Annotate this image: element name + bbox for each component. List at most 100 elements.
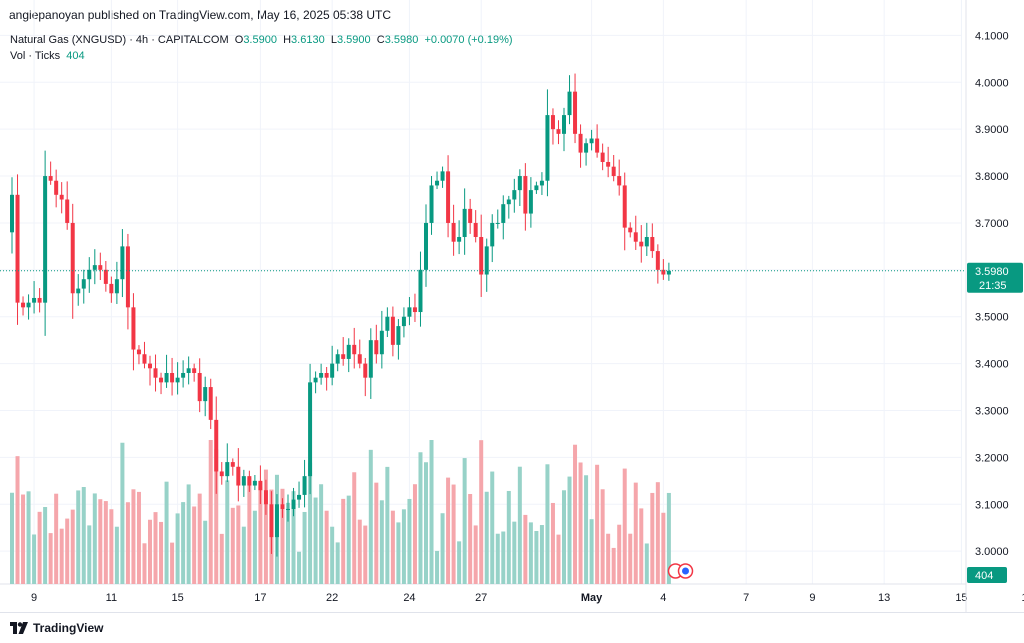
candle-body[interactable] <box>611 166 616 177</box>
candle-body[interactable] <box>65 199 70 223</box>
candle-body[interactable] <box>98 265 103 270</box>
candle-body[interactable] <box>622 185 627 228</box>
candle-body[interactable] <box>473 222 478 238</box>
candle-body[interactable] <box>396 326 401 345</box>
candle-body[interactable] <box>628 227 633 233</box>
candle-body[interactable] <box>313 377 318 383</box>
candle-body[interactable] <box>159 377 164 383</box>
candle-body[interactable] <box>247 476 252 486</box>
candle-body[interactable] <box>302 476 307 495</box>
candle-body[interactable] <box>562 115 566 134</box>
candle-body[interactable] <box>153 368 158 378</box>
candle-body[interactable] <box>650 237 655 252</box>
candle-body[interactable] <box>600 152 605 162</box>
candle-body[interactable] <box>335 354 340 364</box>
candle-body[interactable] <box>286 508 290 510</box>
candle-body[interactable] <box>114 279 119 294</box>
candle-body[interactable] <box>197 372 202 402</box>
candle-body[interactable] <box>280 504 285 509</box>
candle-body[interactable] <box>451 222 456 242</box>
candle-body[interactable] <box>468 208 473 223</box>
candle-body[interactable] <box>346 344 351 359</box>
candle-body[interactable] <box>32 297 37 303</box>
candle-body[interactable] <box>418 269 423 313</box>
candle-body[interactable] <box>148 363 152 369</box>
candle-body[interactable] <box>10 194 14 233</box>
candle-body[interactable] <box>633 232 638 242</box>
candle-body[interactable] <box>230 462 235 467</box>
last-price-tag[interactable] <box>967 262 1023 293</box>
candle-body[interactable] <box>495 222 500 224</box>
candle-body[interactable] <box>203 387 208 402</box>
candle-body[interactable] <box>655 251 660 270</box>
candle-body[interactable] <box>54 180 59 195</box>
candle-body[interactable] <box>225 462 230 477</box>
candle-body[interactable] <box>357 354 362 364</box>
candle-body[interactable] <box>125 246 130 308</box>
candle-body[interactable] <box>595 138 600 153</box>
candle-body[interactable] <box>517 176 522 191</box>
candle-body[interactable] <box>545 115 550 181</box>
candle-body[interactable] <box>241 476 246 486</box>
candle-body[interactable] <box>368 340 373 378</box>
symbol-title[interactable]: Natural Gas (XNGUSD) · 4h · CAPITALCOM <box>10 34 229 46</box>
candle-body[interactable] <box>506 199 511 205</box>
candle-body[interactable] <box>142 354 147 364</box>
candle-body[interactable] <box>308 382 313 477</box>
candle-body[interactable] <box>534 185 539 191</box>
candle-body[interactable] <box>379 330 384 355</box>
candle-body[interactable] <box>170 372 175 383</box>
candle-body[interactable] <box>385 316 390 331</box>
candle-body[interactable] <box>363 363 368 378</box>
candle-body[interactable] <box>131 307 136 350</box>
candle-body[interactable] <box>87 269 92 280</box>
candle-body[interactable] <box>236 466 241 486</box>
candle-body[interactable] <box>462 208 467 238</box>
candle-body[interactable] <box>76 288 81 294</box>
candle-body[interactable] <box>208 387 213 420</box>
candle-body[interactable] <box>274 504 279 538</box>
candle-body[interactable] <box>43 176 48 303</box>
candle-body[interactable] <box>26 302 31 308</box>
candle-body[interactable] <box>291 499 296 509</box>
candle-body[interactable] <box>523 176 528 214</box>
candle-body[interactable] <box>539 180 544 186</box>
candle-body[interactable] <box>330 363 335 378</box>
candle-body[interactable] <box>606 161 611 167</box>
candle-body[interactable] <box>81 279 86 289</box>
candle-body[interactable] <box>556 129 561 134</box>
candle-body[interactable] <box>435 180 440 186</box>
candle-body[interactable] <box>589 138 594 144</box>
candle-body[interactable] <box>617 176 622 186</box>
candle-body[interactable] <box>59 194 64 200</box>
candle-body[interactable] <box>374 340 379 355</box>
candle-body[interactable] <box>15 194 20 303</box>
candle-body[interactable] <box>297 494 302 500</box>
candle-body[interactable] <box>407 307 412 317</box>
candle-body[interactable] <box>490 222 495 247</box>
candle-body[interactable] <box>219 471 224 477</box>
candle-body[interactable] <box>644 237 649 247</box>
candle-body[interactable] <box>269 504 274 538</box>
candle-body[interactable] <box>37 297 42 303</box>
candle-body[interactable] <box>639 241 644 247</box>
candle-body[interactable] <box>578 133 583 153</box>
candle-body[interactable] <box>528 190 533 214</box>
candle-body[interactable] <box>92 265 97 270</box>
candle-body[interactable] <box>109 283 114 294</box>
candle-body[interactable] <box>186 368 191 373</box>
candle-body[interactable] <box>136 349 141 355</box>
candle-body[interactable] <box>440 171 445 181</box>
tradingview-logo[interactable]: TradingView <box>10 621 103 635</box>
candle-body[interactable] <box>319 372 324 378</box>
candle-body[interactable] <box>258 480 263 491</box>
candle-body[interactable] <box>401 316 406 327</box>
candle-body[interactable] <box>103 269 108 284</box>
candle-body[interactable] <box>192 368 197 373</box>
candle-body[interactable] <box>175 377 180 383</box>
candle-body[interactable] <box>70 222 75 294</box>
candle-body[interactable] <box>352 344 357 355</box>
candle-body[interactable] <box>479 237 484 275</box>
candle-body[interactable] <box>567 91 572 116</box>
